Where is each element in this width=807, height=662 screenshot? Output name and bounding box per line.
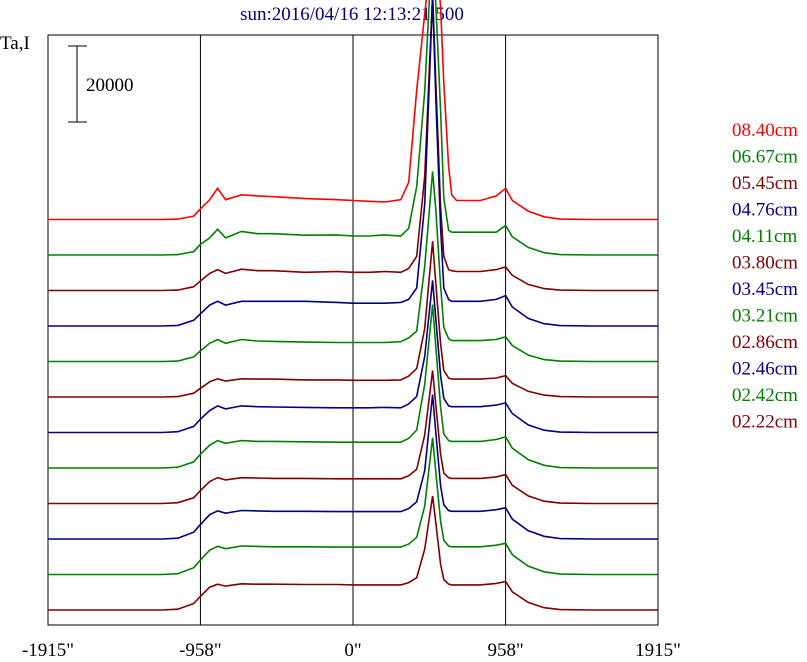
y-axis-label: Ta,I [0, 33, 30, 54]
trace-03.21cm [48, 304, 658, 469]
legend-item-02.42cm: 02.42cm [732, 385, 798, 406]
legend-item-08.40cm: 08.40cm [732, 120, 798, 141]
scale-bar: 20000 [68, 45, 134, 123]
trace-group [48, 0, 658, 611]
legend-item-02.22cm: 02.22cm [732, 412, 798, 433]
chart-title: sun:2016/04/16 12:13:21.500 [240, 4, 464, 25]
legend-item-03.21cm: 03.21cm [732, 306, 798, 327]
x-tick-label: -1915" [22, 640, 74, 661]
trace-02.46cm [48, 394, 658, 540]
x-tick-label: -958" [179, 640, 222, 661]
trace-03.80cm [48, 241, 658, 398]
legend-item-06.67cm: 06.67cm [732, 147, 798, 168]
trace-02.42cm [48, 437, 658, 576]
legend-item-04.76cm: 04.76cm [732, 200, 798, 221]
trace-02.86cm [48, 370, 658, 505]
trace-05.45cm [48, 0, 658, 292]
trace-06.67cm [48, 0, 658, 256]
legend-item-03.45cm: 03.45cm [732, 279, 798, 300]
trace-04.76cm [48, 0, 658, 327]
scale-bar-label: 20000 [86, 75, 134, 96]
x-tick-label: 0" [344, 640, 361, 661]
trace-04.11cm [48, 171, 658, 363]
x-tick-labels: -1915" -958" 0" 958" 1915" [22, 640, 681, 661]
legend-item-05.45cm: 05.45cm [732, 173, 798, 194]
vertical-reference-lines [199, 35, 507, 625]
legend-item-03.80cm: 03.80cm [732, 253, 798, 274]
trace-02.22cm [48, 495, 658, 611]
legend-item-02.46cm: 02.46cm [732, 359, 798, 380]
trace-03.45cm [48, 280, 658, 434]
legend-item-04.11cm: 04.11cm [732, 226, 797, 247]
x-tick-label: 1915" [635, 640, 681, 661]
x-tick-label: 958" [487, 640, 523, 661]
legend-item-02.86cm: 02.86cm [732, 332, 798, 353]
legend: 08.40cm 06.67cm 05.45cm 04.76cm 04.11cm 03.80… [732, 120, 798, 433]
trace-08.40cm [48, 0, 658, 221]
